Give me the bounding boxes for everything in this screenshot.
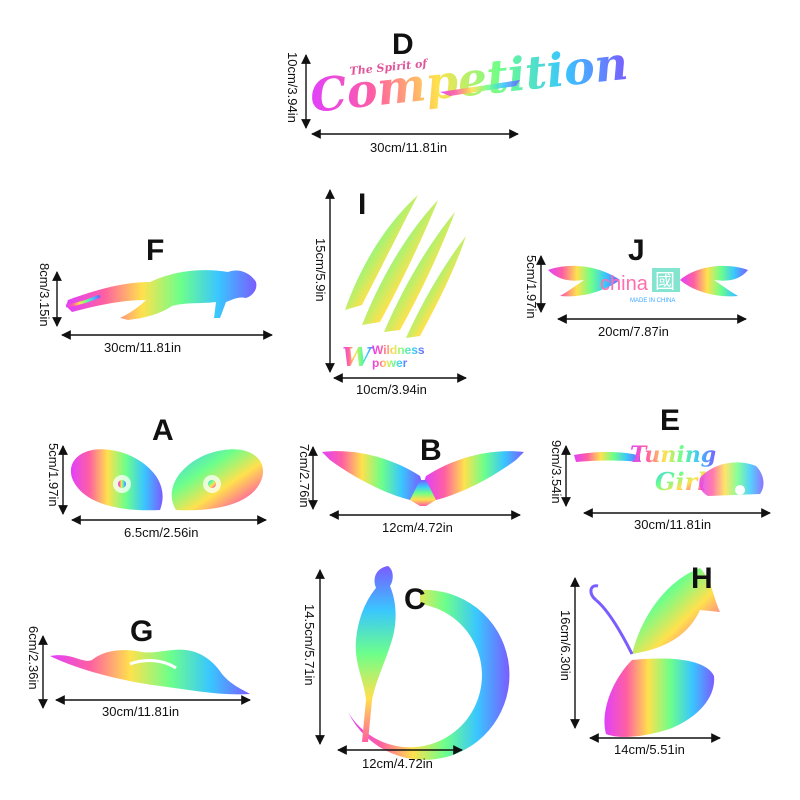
sticker-c-height-label: 14.5cm/5.71in: [302, 604, 317, 686]
sticker-f-width-label: 30cm/11.81in: [104, 340, 182, 355]
sticker-j-width-label: 20cm/7.87in: [598, 324, 669, 339]
sticker-h-height-label: 16cm/6.30in: [558, 610, 573, 681]
sticker-a-artwork: [70, 449, 264, 511]
sticker-a-letter: A: [152, 414, 174, 447]
sticker-c-letter: C: [404, 583, 426, 616]
sticker-g-flame-artwork: [50, 649, 250, 695]
sticker-a-width-label: 6.5cm/2.56in: [124, 525, 199, 540]
sticker-b-width-label: 12cm/4.72in: [382, 520, 453, 535]
sticker-d-main-text: Competition: [308, 36, 631, 123]
sticker-i-width-label: 10cm/3.94in: [356, 382, 427, 397]
sticker-j-glyph: 國: [655, 269, 675, 293]
sticker-j-letter: J: [628, 234, 645, 267]
sticker-g-width-label: 30cm/11.81in: [102, 704, 180, 719]
sticker-d-height-label: 10cm/3.94in: [285, 52, 300, 123]
sticker-f-height-label: 8cm/3.15in: [37, 263, 52, 327]
sticker-g-letter: G: [130, 615, 154, 648]
sticker-e-height-label: 9cm/3.54in: [549, 440, 564, 504]
sticker-h-butterfly-artwork: [589, 568, 720, 737]
sticker-i-height-label: 15cm/5.9in: [313, 238, 328, 302]
sticker-e-bottom-text: Girl: [655, 467, 706, 496]
sticker-b-letter: B: [420, 434, 442, 467]
sticker-j-artwork: china 國 MADE IN CHINA: [548, 265, 748, 304]
sticker-e-letter: E: [660, 404, 681, 437]
sticker-a-height-label: 5cm/1.97in: [46, 443, 61, 507]
sticker-h-width-label: 14cm/5.51in: [614, 742, 685, 757]
sticker-j-main-text: china: [600, 273, 649, 295]
sticker-i-top-text: Wildness: [372, 343, 425, 357]
sticker-e-top-text: Tuning: [630, 442, 716, 468]
sticker-h-letter: H: [691, 562, 713, 595]
sticker-c-artwork: [348, 566, 510, 760]
sticker-i-w-glyph: W: [342, 343, 374, 373]
sticker-i-bottom-text: power: [372, 356, 408, 370]
sticker-i-letter: I: [358, 188, 367, 221]
sticker-b-height-label: 7cm/2.76in: [297, 444, 312, 508]
sticker-d-width-label: 30cm/11.81in: [370, 140, 448, 155]
sticker-g-height-label: 6cm/2.36in: [26, 626, 41, 690]
sticker-d-letter: D: [392, 28, 414, 61]
sticker-e-artwork: Tuning Girl: [574, 442, 764, 496]
sticker-e-width-label: 30cm/11.81in: [634, 517, 712, 532]
sticker-c-width-label: 12cm/4.72in: [362, 756, 433, 771]
sticker-f-letter: F: [146, 234, 165, 267]
sticker-j-small-text: MADE IN CHINA: [630, 298, 675, 304]
sticker-i-claw-artwork: W Wildness power: [342, 195, 466, 373]
sticker-j-height-label: 5cm/1.97in: [524, 255, 539, 319]
sticker-f-leopard-artwork: [65, 270, 257, 320]
sticker-d-artwork: Competition The Spirit of: [308, 36, 631, 123]
sticker-b-artwork: [322, 451, 524, 506]
